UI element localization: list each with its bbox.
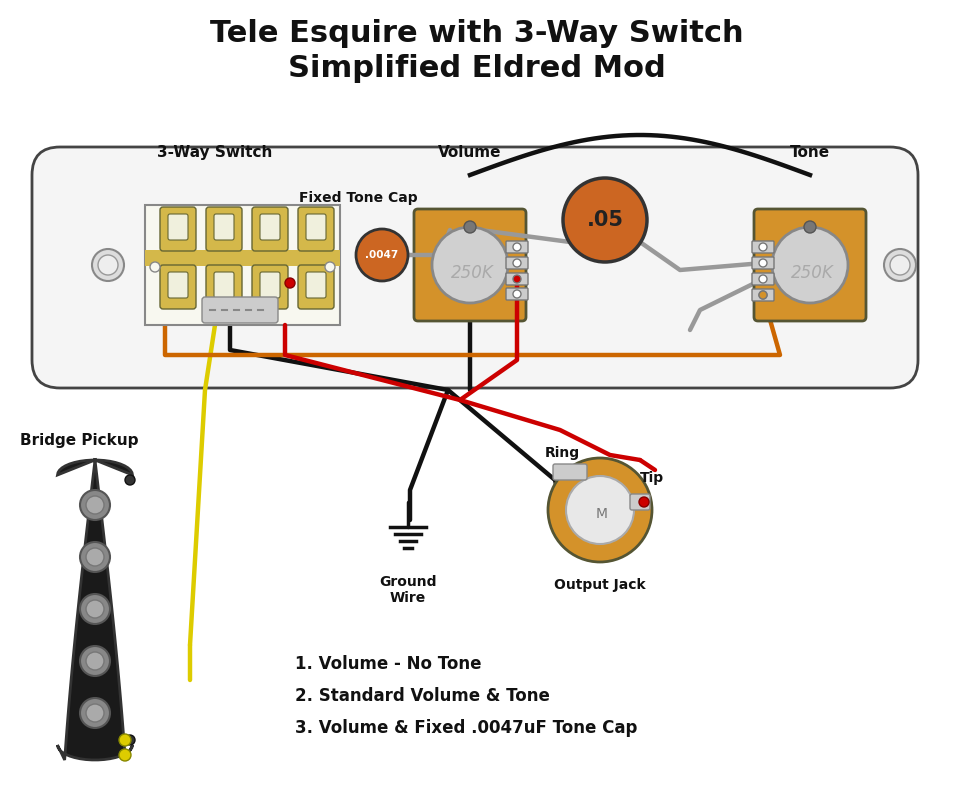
Circle shape [125, 475, 135, 485]
Text: 3. Volume & Fixed .0047uF Tone Cap: 3. Volume & Fixed .0047uF Tone Cap [294, 719, 637, 737]
Circle shape [771, 227, 847, 303]
Text: Bridge Pickup: Bridge Pickup [20, 433, 138, 448]
FancyBboxPatch shape [145, 205, 339, 325]
Circle shape [759, 275, 766, 283]
Circle shape [759, 243, 766, 251]
Polygon shape [57, 460, 132, 760]
FancyBboxPatch shape [306, 214, 326, 240]
FancyBboxPatch shape [414, 209, 525, 321]
FancyBboxPatch shape [751, 257, 773, 269]
Circle shape [639, 497, 648, 507]
Circle shape [119, 734, 131, 746]
Text: 250K: 250K [790, 264, 833, 282]
FancyBboxPatch shape [160, 207, 195, 251]
FancyBboxPatch shape [168, 214, 188, 240]
Circle shape [463, 221, 476, 233]
Circle shape [80, 698, 110, 728]
Text: Output Jack: Output Jack [554, 578, 645, 592]
Circle shape [125, 735, 135, 745]
FancyBboxPatch shape [753, 209, 865, 321]
FancyBboxPatch shape [206, 207, 242, 251]
FancyBboxPatch shape [505, 257, 527, 269]
Text: M: M [596, 507, 607, 521]
FancyBboxPatch shape [252, 265, 288, 309]
Circle shape [86, 548, 104, 566]
Circle shape [513, 290, 520, 298]
Circle shape [889, 255, 909, 275]
FancyBboxPatch shape [202, 297, 277, 323]
Circle shape [86, 496, 104, 514]
Circle shape [432, 227, 507, 303]
Circle shape [803, 221, 815, 233]
Circle shape [285, 278, 294, 288]
Circle shape [325, 262, 335, 272]
FancyBboxPatch shape [32, 147, 917, 388]
FancyBboxPatch shape [505, 288, 527, 300]
FancyBboxPatch shape [297, 265, 334, 309]
Circle shape [562, 178, 646, 262]
Circle shape [513, 259, 520, 267]
FancyBboxPatch shape [260, 272, 280, 298]
Circle shape [883, 249, 915, 281]
FancyBboxPatch shape [505, 273, 527, 285]
FancyBboxPatch shape [160, 265, 195, 309]
Text: 250K: 250K [450, 264, 493, 282]
Text: 1. Volume - No Tone: 1. Volume - No Tone [294, 655, 481, 673]
Text: .05: .05 [586, 210, 623, 230]
FancyBboxPatch shape [553, 464, 586, 480]
Circle shape [759, 259, 766, 267]
FancyBboxPatch shape [751, 289, 773, 301]
Circle shape [86, 704, 104, 722]
Circle shape [98, 255, 118, 275]
Circle shape [759, 291, 766, 299]
FancyBboxPatch shape [213, 214, 233, 240]
Circle shape [547, 458, 651, 562]
Text: Tone: Tone [789, 145, 829, 160]
FancyBboxPatch shape [213, 272, 233, 298]
Circle shape [119, 749, 131, 761]
Circle shape [80, 490, 110, 520]
Text: Tele Esquire with 3-Way Switch: Tele Esquire with 3-Way Switch [210, 18, 743, 48]
Circle shape [86, 652, 104, 670]
Circle shape [513, 275, 520, 283]
FancyBboxPatch shape [206, 265, 242, 309]
FancyBboxPatch shape [751, 241, 773, 253]
Text: Simplified Eldred Mod: Simplified Eldred Mod [288, 53, 665, 83]
FancyBboxPatch shape [629, 494, 649, 510]
FancyBboxPatch shape [252, 207, 288, 251]
Circle shape [759, 291, 766, 299]
FancyBboxPatch shape [168, 272, 188, 298]
Bar [145, 250, 339, 266]
Circle shape [80, 594, 110, 624]
Text: 2. Standard Volume & Tone: 2. Standard Volume & Tone [294, 687, 549, 705]
FancyBboxPatch shape [260, 214, 280, 240]
Text: Ground
Wire: Ground Wire [379, 575, 436, 605]
Text: Fixed Tone Cap: Fixed Tone Cap [298, 191, 416, 205]
Circle shape [91, 249, 124, 281]
Text: .0047: .0047 [365, 250, 398, 260]
Text: Ring: Ring [544, 446, 579, 460]
Circle shape [80, 542, 110, 572]
FancyBboxPatch shape [505, 241, 527, 253]
Text: 3-Way Switch: 3-Way Switch [157, 145, 273, 160]
Circle shape [86, 600, 104, 618]
Circle shape [513, 243, 520, 251]
Text: Volume: Volume [437, 145, 501, 160]
Circle shape [565, 476, 634, 544]
Circle shape [355, 229, 408, 281]
FancyBboxPatch shape [297, 207, 334, 251]
Circle shape [80, 646, 110, 676]
Text: Tip: Tip [639, 471, 663, 485]
Circle shape [150, 262, 160, 272]
FancyBboxPatch shape [751, 273, 773, 285]
FancyBboxPatch shape [306, 272, 326, 298]
